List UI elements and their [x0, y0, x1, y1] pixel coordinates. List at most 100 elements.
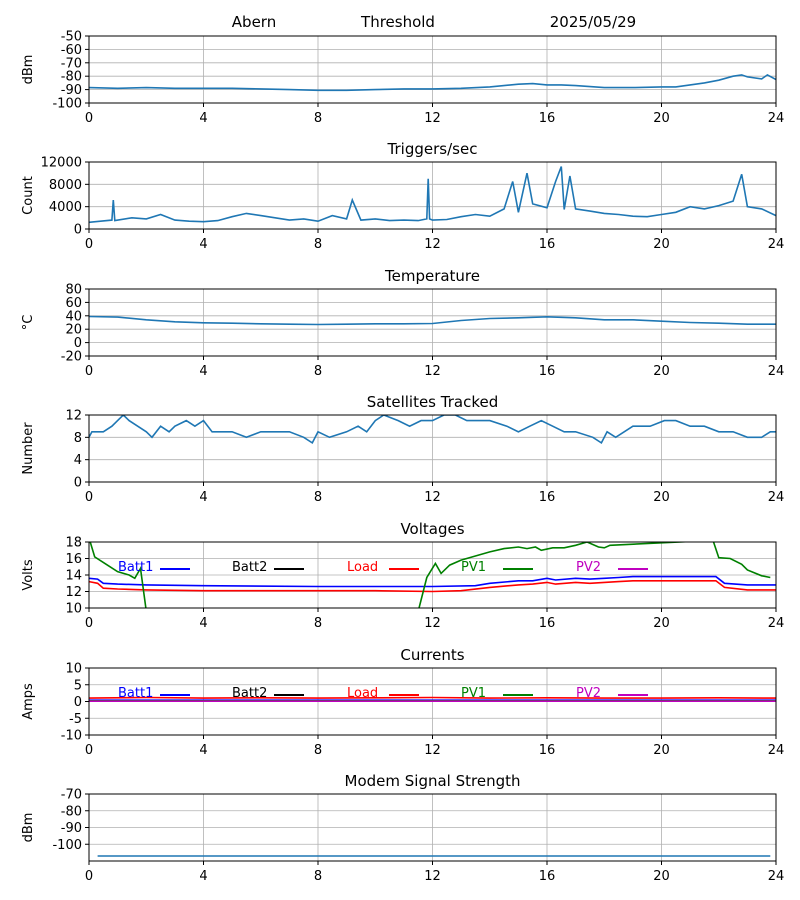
x-tick-label: 16	[539, 111, 556, 126]
y-tick-label: 0	[74, 223, 82, 238]
x-tick-label: 16	[539, 869, 556, 884]
y-tick-label: -70	[61, 788, 82, 803]
x-tick-label: 20	[653, 490, 670, 505]
y-tick-label: -90	[61, 821, 82, 836]
x-tick-label: 0	[85, 616, 93, 631]
y-tick-label: 14	[65, 569, 82, 584]
x-tick-label: 8	[314, 743, 322, 758]
x-tick-label: 12	[424, 364, 441, 379]
y-axis-label: dBm	[21, 813, 36, 843]
x-tick-label: 12	[424, 616, 441, 631]
x-tick-label: 16	[539, 237, 556, 252]
panel-title-modem-signal-strength: Modem Signal Strength	[345, 772, 521, 790]
series-line-voltages-batt1	[89, 575, 776, 588]
series-line-satellites-tracked-0	[89, 415, 776, 445]
x-tick-label: 16	[539, 490, 556, 505]
legend-label-batt1: Batt1	[118, 560, 153, 575]
y-tick-label: 0	[74, 476, 82, 491]
x-tick-label: 24	[768, 237, 785, 252]
x-tick-label: 16	[539, 743, 556, 758]
x-tick-label: 24	[768, 490, 785, 505]
x-tick-label: 0	[85, 743, 93, 758]
x-tick-label: 24	[768, 869, 785, 884]
legend-label-load: Load	[347, 560, 378, 575]
y-tick-label: 0	[74, 695, 82, 710]
legend-label-pv1: PV1	[461, 686, 486, 701]
y-tick-label: 10	[65, 602, 82, 617]
y-tick-label: -90	[61, 83, 82, 98]
x-tick-label: 0	[85, 490, 93, 505]
x-tick-label: 12	[424, 111, 441, 126]
x-tick-label: 4	[199, 237, 207, 252]
x-tick-label: 8	[314, 490, 322, 505]
series-line-currents-load	[89, 696, 776, 699]
chart-panels: 0 4 8 12 16 20 24-100-90-80-70-60-50dBmTrigger…	[21, 30, 784, 885]
legend-label-load: Load	[347, 686, 378, 701]
y-tick-label: 12	[65, 409, 82, 424]
x-tick-label: 12	[424, 743, 441, 758]
y-tick-label: -70	[61, 56, 82, 71]
x-tick-label: 8	[314, 616, 322, 631]
series-line-threshold-0	[89, 73, 776, 92]
y-tick-label: 8000	[49, 178, 82, 193]
series-line-voltages-pv1	[89, 542, 771, 608]
x-tick-label: 20	[653, 869, 670, 884]
x-tick-label: 8	[314, 111, 322, 126]
panel-threshold: 0 4 8 12 16 20 24 -100-90-80-70-60-50 dBm	[21, 30, 784, 127]
x-tick-label: 0	[85, 364, 93, 379]
x-tick-label: 4	[199, 490, 207, 505]
x-tick-label: 12	[424, 237, 441, 252]
y-axis-label: Count	[21, 176, 36, 215]
panel-satellites-tracked: Satellites Tracked 0 4 8 12 16 20 24 0 4 8 12 Number	[21, 393, 784, 505]
y-tick-label: 5	[74, 678, 82, 693]
x-tick-label: 8	[314, 869, 322, 884]
x-tick-label: 24	[768, 616, 785, 631]
y-tick-label: -60	[61, 43, 82, 58]
x-tick-label: 8	[314, 237, 322, 252]
x-tick-label: 8	[314, 364, 322, 379]
legend-label-batt2: Batt2	[232, 686, 267, 701]
x-tick-label: 4	[199, 743, 207, 758]
y-tick-label: 18	[65, 536, 82, 551]
y-tick-label: -20	[61, 350, 82, 365]
x-tick-label: 20	[653, 237, 670, 252]
y-tick-label: 80	[65, 283, 82, 298]
panel-title-triggers-sec: Triggers/sec	[387, 140, 478, 158]
x-tick-label: 4	[199, 869, 207, 884]
y-axis-label: °C	[21, 315, 36, 331]
y-axis-label: Amps	[21, 683, 36, 720]
y-tick-label: -100	[52, 838, 82, 853]
panel-title-voltages: Voltages	[400, 520, 464, 538]
x-tick-label: 24	[768, 743, 785, 758]
x-tick-label: 16	[539, 616, 556, 631]
panel-title-temperature: Temperature	[384, 267, 480, 285]
y-tick-label: 10	[65, 662, 82, 677]
x-tick-label: 0	[85, 869, 93, 884]
y-tick-label: 4000	[49, 200, 82, 215]
legend-label-pv2: PV2	[576, 686, 601, 701]
panel-triggers-sec: Triggers/sec 0 4 8 12 16 20 24 0 4000 8000 12000 Cou…	[21, 140, 784, 252]
y-tick-label: -80	[61, 70, 82, 85]
y-tick-label: 0	[74, 336, 82, 351]
y-axis-label: Volts	[21, 559, 36, 591]
y-tick-label: 20	[65, 323, 82, 338]
x-tick-label: 12	[424, 490, 441, 505]
series-line-temperature-0	[89, 315, 776, 326]
x-tick-label: 16	[539, 364, 556, 379]
x-tick-label: 20	[653, 364, 670, 379]
y-tick-label: 12000	[41, 156, 82, 171]
legend-label-pv2: PV2	[576, 560, 601, 575]
legend-label-batt1: Batt1	[118, 686, 153, 701]
x-tick-label: 4	[199, 111, 207, 126]
x-tick-label: 24	[768, 111, 785, 126]
x-tick-label: 20	[653, 111, 670, 126]
y-tick-label: 4	[74, 453, 82, 468]
y-tick-label: 12	[65, 585, 82, 600]
x-tick-label: 12	[424, 869, 441, 884]
header-date: 2025/05/29	[550, 13, 636, 31]
x-tick-label: 0	[85, 237, 93, 252]
series-line-triggers-sec-0	[89, 166, 776, 224]
series-line-voltages-load	[89, 579, 776, 593]
